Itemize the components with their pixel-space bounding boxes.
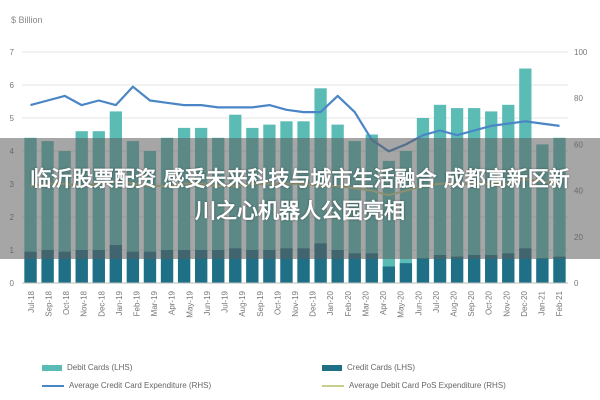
- x-tick-label: Feb-21: [555, 290, 564, 316]
- credit-cards-bar: [143, 251, 157, 283]
- avg-credit-expenditure-line: [30, 85, 560, 153]
- credit-cards-bar: [416, 258, 430, 283]
- right-tick-label: 80: [574, 94, 583, 103]
- left-tick-label: 6: [10, 81, 15, 90]
- legend-swatch-debit-cards: [42, 364, 62, 371]
- left-tick-label: 7: [10, 48, 15, 57]
- credit-cards-bar: [24, 251, 37, 283]
- x-tick-label: May-20: [397, 290, 406, 317]
- overlay-banner: [0, 138, 600, 259]
- x-tick-label: Oct-18: [62, 290, 71, 315]
- credit-cards-bar: [126, 251, 140, 283]
- credit-cards-bar: [399, 263, 413, 283]
- credit-cards-bar: [536, 258, 549, 283]
- x-tick-label: Nov-19: [291, 290, 300, 316]
- x-tick-label: Oct-19: [273, 290, 282, 315]
- x-tick-label: May-19: [185, 290, 194, 317]
- credit-cards-bar: [450, 256, 464, 283]
- x-tick-label: Dec-18: [97, 290, 106, 316]
- credit-cards-bar: [468, 254, 481, 283]
- x-tick-label: Sep-20: [467, 290, 476, 316]
- x-tick-label: Feb-20: [344, 290, 353, 316]
- x-tick-label: Jan-21: [538, 290, 547, 315]
- x-tick-label: Sep-18: [44, 290, 53, 316]
- legend-item-debit-cards: Debit Cards (LHS): [42, 363, 132, 372]
- legend-item-avg-debit: Average Debit Card PoS Expenditure (RHS): [322, 381, 506, 390]
- x-tick-label: Nov-20: [502, 290, 511, 316]
- x-tick-label: Jul-20: [432, 290, 441, 312]
- credit-cards-bar: [502, 253, 515, 283]
- x-axis: Jul-18 Sep-18 Oct-18 Nov-18 Dec-18 Jan-19 Feb-…: [22, 282, 568, 318]
- right-tick-label: 0: [574, 279, 579, 288]
- x-tick-label: Jun-20: [414, 290, 423, 315]
- legend-item-avg-credit: Average Credit Card Expenditure (RHS): [42, 381, 211, 390]
- left-tick-label: 5: [10, 114, 15, 123]
- legend-label-debit-cards: Debit Cards (LHS): [67, 363, 133, 372]
- x-tick-label: Jul-19: [221, 290, 230, 312]
- x-tick-label: Sep-19: [256, 290, 265, 316]
- credit-cards-bar: [433, 254, 447, 283]
- x-tick-label: Jun-19: [203, 290, 212, 315]
- x-tick-label: Nov-18: [80, 290, 89, 316]
- left-axis-unit: $ Billion: [11, 15, 43, 25]
- x-tick-label: Dec-19: [309, 290, 318, 316]
- legend-swatch-avg-credit: [42, 384, 64, 387]
- x-tick-label: Feb-19: [132, 290, 141, 316]
- x-tick-label: Dec-20: [520, 290, 529, 316]
- credit-cards-bar: [348, 253, 361, 283]
- overlay-banner-text: 临沂股票配资 感受未来科技与城市生活融合 成都高新区新川之心机器人公园亮相: [30, 167, 570, 223]
- credit-cards-bar: [382, 266, 395, 283]
- credit-cards-bar: [365, 253, 378, 283]
- x-tick-label: Jan-20: [326, 290, 335, 315]
- x-tick-label: Apr-19: [168, 290, 177, 315]
- credit-cards-bar: [485, 254, 498, 283]
- legend-item-credit-cards: Credit Cards (LHS): [322, 363, 415, 372]
- legend-label-avg-credit: Average Credit Card Expenditure (RHS): [69, 381, 212, 390]
- x-tick-label: Jul-18: [27, 290, 36, 312]
- x-tick-label: Aug-19: [238, 290, 247, 316]
- legend: Debit Cards (LHS) Credit Cards (LHS) Ave…: [0, 348, 600, 400]
- x-tick-label: Oct-20: [485, 290, 494, 315]
- x-tick-label: Aug-20: [450, 290, 459, 316]
- credit-cards-bar: [553, 256, 566, 283]
- x-tick-label: Mar-20: [361, 290, 370, 316]
- right-tick-label: 100: [574, 48, 588, 57]
- credit-cards-bar: [58, 251, 71, 283]
- legend-swatch-credit-cards: [322, 364, 342, 371]
- left-tick-label: 0: [10, 279, 15, 288]
- legend-label-avg-debit: Average Debit Card PoS Expenditure (RHS): [349, 381, 506, 390]
- x-tick-label: Mar-19: [150, 290, 159, 316]
- x-tick-label: Apr-20: [379, 290, 388, 315]
- legend-swatch-avg-debit: [322, 384, 344, 387]
- x-tick-label: Jan-19: [115, 290, 124, 315]
- legend-label-credit-cards: Credit Cards (LHS): [347, 363, 416, 372]
